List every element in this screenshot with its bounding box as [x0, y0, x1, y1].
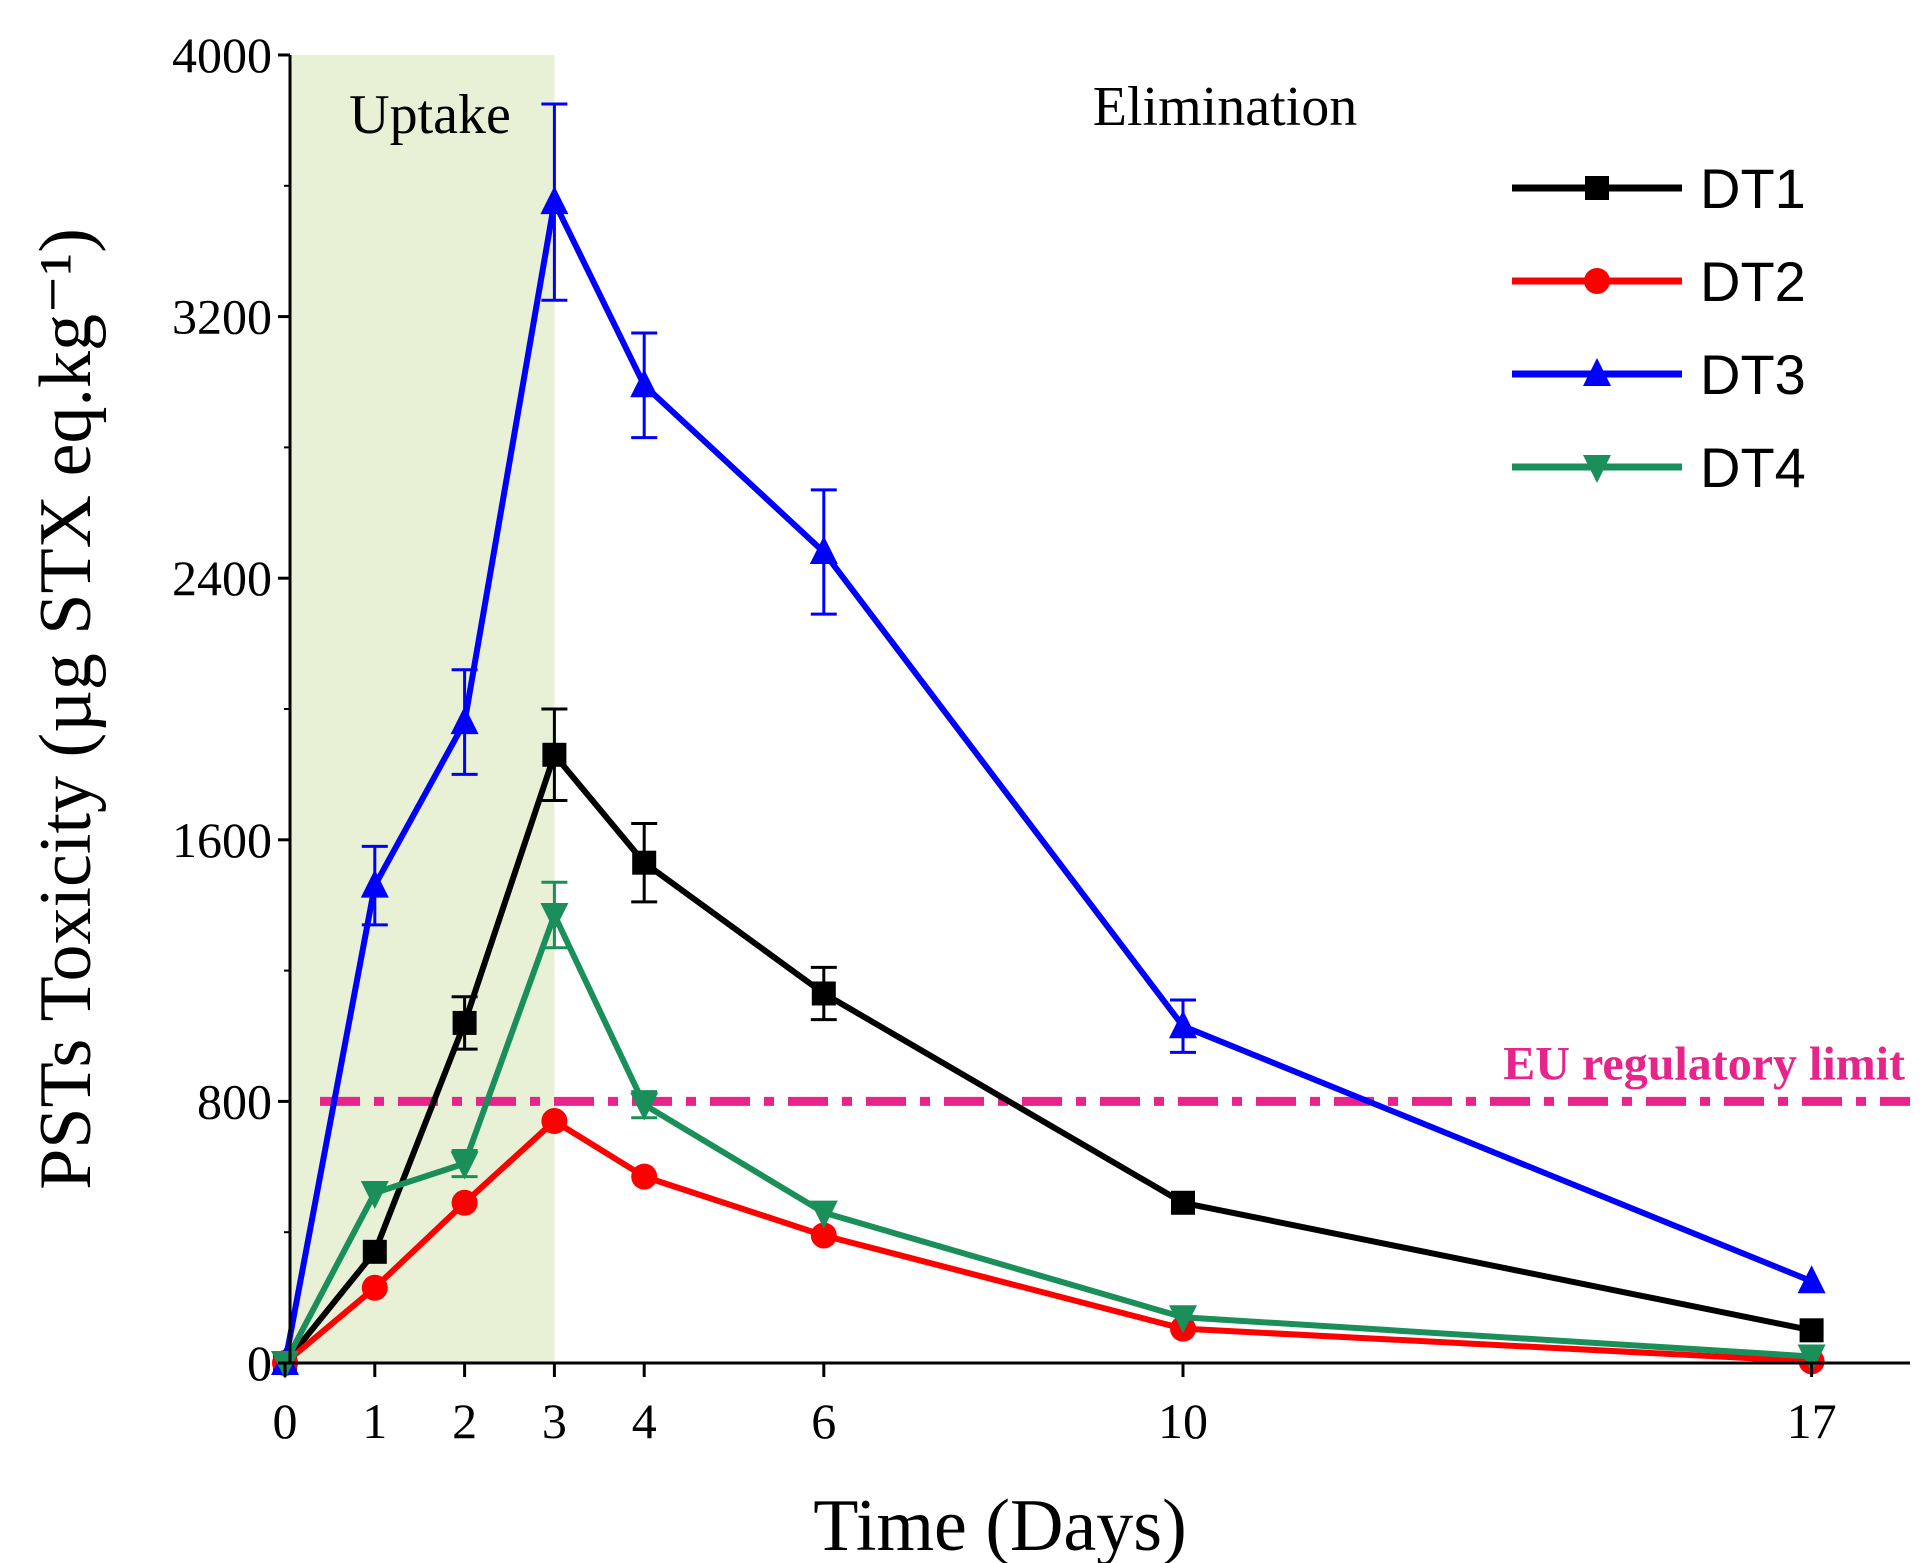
- data-point-dt1-4: [632, 850, 657, 875]
- series-dt3: [271, 102, 1826, 1375]
- x-tick-label-0: 0: [273, 1393, 298, 1449]
- data-point-dt4-3: [540, 903, 569, 932]
- region-label-uptake: Uptake: [349, 84, 511, 146]
- y-tick-label-0: 0: [247, 1335, 272, 1391]
- data-point-dt1-6: [1171, 1190, 1195, 1215]
- data-point-dt2-5: [810, 1222, 837, 1249]
- legend-label-dt4: DT4: [1700, 436, 1806, 499]
- legend-marker-dt2: [1584, 268, 1610, 294]
- x-tick-label-10: 10: [1158, 1393, 1208, 1449]
- eu-limit-label: EU regulatory limit: [1503, 1037, 1905, 1090]
- legend-item-dt3: DT3: [1512, 343, 1806, 406]
- data-point-dt4-1: [360, 1180, 389, 1209]
- data-point-dt1-7: [1799, 1318, 1824, 1343]
- data-point-dt4-5: [809, 1200, 838, 1229]
- data-point-dt3-2: [450, 706, 479, 735]
- axes-layer: 0 800 1600 2400 3200 4000 0 1 2 3 4 6 10 17 Time (Days…: [25, 27, 1910, 1563]
- data-point-dt1-2: [452, 1010, 477, 1035]
- data-point-dt3-6: [1169, 1010, 1197, 1039]
- data-point-dt3-1: [360, 869, 389, 898]
- y-axis-title: PSTs Toxicity (µg STX eq.kg⁻¹): [25, 228, 107, 1190]
- data-point-dt4-6: [1169, 1305, 1197, 1334]
- series-line-dt3: [282, 199, 1813, 1364]
- region-label-elimination: Elimination: [1093, 76, 1357, 138]
- data-point-dt4-2: [450, 1151, 479, 1180]
- data-point-dt2-4: [631, 1163, 658, 1190]
- data-point-dt3-7: [1797, 1265, 1826, 1294]
- legend-label-dt1: DT1: [1700, 157, 1806, 220]
- legend-marker-dt1: [1585, 176, 1609, 200]
- series-dt4: [271, 880, 1826, 1379]
- legend-label-dt3: DT3: [1700, 343, 1806, 406]
- legend-layer: DT1 DT2 DT3 DT4: [1512, 157, 1806, 499]
- x-tick-label-4: 4: [632, 1393, 657, 1449]
- reference-line-layer: EU regulatory limit: [320, 1037, 1910, 1106]
- y-tick-label-3200: 3200: [172, 289, 272, 345]
- series-layer: [271, 102, 1826, 1379]
- x-tick-label-6: 6: [811, 1393, 836, 1449]
- data-point-dt1-5: [811, 981, 836, 1006]
- regions-layer: Uptake Elimination: [290, 55, 1357, 1363]
- legend-item-dt4: DT4: [1512, 436, 1806, 499]
- x-tick-label-1: 1: [362, 1393, 387, 1449]
- series-line-dt1: [282, 751, 1813, 1365]
- legend-label-dt2: DT2: [1700, 250, 1806, 313]
- data-point-dt4-7: [1797, 1344, 1826, 1373]
- y-tick-label-4000: 4000: [172, 27, 272, 83]
- data-point-dt2-3: [541, 1108, 568, 1135]
- data-point-dt2-1: [361, 1274, 388, 1301]
- data-point-dt3-4: [630, 369, 659, 398]
- x-tick-label-2: 2: [452, 1393, 477, 1449]
- legend-item-dt1: DT1: [1512, 157, 1806, 220]
- x-tick-label-17: 17: [1787, 1393, 1837, 1449]
- x-tick-label-3: 3: [542, 1393, 567, 1449]
- data-point-dt1-3: [542, 742, 567, 767]
- data-point-dt3-5: [809, 536, 838, 565]
- data-point-dt3-3: [540, 186, 569, 215]
- legend-marker-dt4: [1583, 455, 1611, 483]
- legend-item-dt2: DT2: [1512, 250, 1806, 313]
- x-axis-title: Time (Days): [813, 1485, 1186, 1563]
- series-line-dt2: [283, 1118, 1812, 1366]
- legend-marker-dt3: [1583, 358, 1611, 386]
- y-tick-label-800: 800: [197, 1073, 272, 1129]
- region-shade-uptake: [290, 55, 555, 1363]
- y-tick-label-2400: 2400: [172, 550, 272, 606]
- y-tick-label-1600: 1600: [172, 812, 272, 868]
- data-point-dt1-1: [362, 1239, 387, 1264]
- data-point-dt4-4: [630, 1092, 659, 1121]
- data-point-dt2-2: [451, 1189, 478, 1216]
- series-line-dt4: [282, 912, 1812, 1365]
